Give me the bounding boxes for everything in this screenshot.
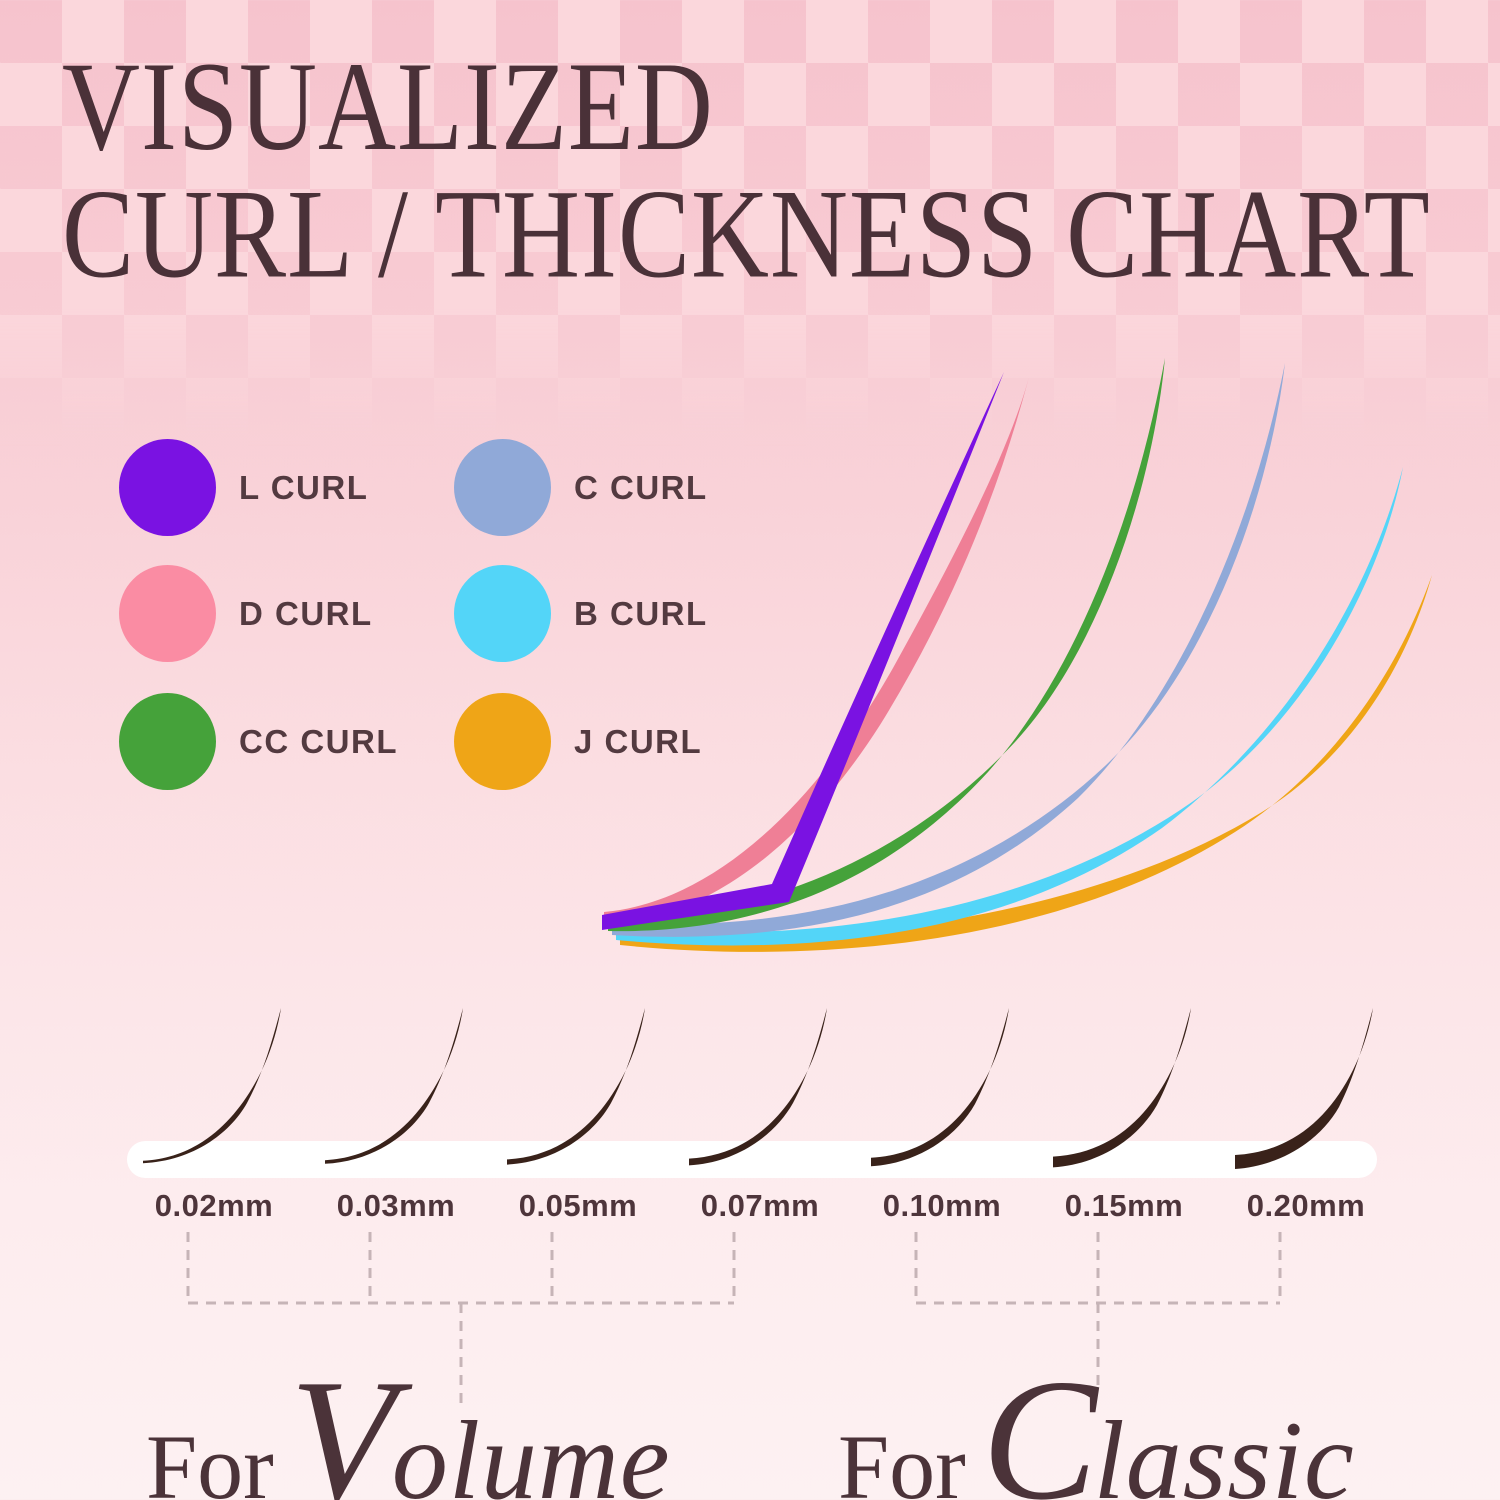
legend-label: J CURL (574, 723, 703, 760)
c-curl-curve (612, 363, 1285, 937)
group-script-word: Volume (289, 1343, 671, 1500)
group-label-for-volume: For Volume (146, 1340, 671, 1500)
group-prefix: For (146, 1416, 274, 1500)
legend-item-l-curl: L CURL (119, 439, 368, 536)
title-line-1: VISUALIZED (62, 36, 714, 178)
legend-item-d-curl: D CURL (119, 565, 373, 662)
group-label-for-classic: For Classic (838, 1340, 1355, 1500)
lash-0-10mm (871, 1008, 1009, 1167)
page-title: VISUALIZED CURL / THICKNESS CHART (62, 36, 1431, 305)
cc-curl-dot-icon (119, 693, 216, 790)
legend-label: B CURL (574, 595, 708, 632)
b-curl-dot-icon (454, 565, 551, 662)
thickness-label: 0.05mm (518, 1188, 638, 1223)
legend-item-b-curl: B CURL (454, 565, 708, 662)
legend-item-cc-curl: CC CURL (119, 693, 398, 790)
thickness-label: 0.07mm (700, 1188, 820, 1223)
group-prefix: For (838, 1416, 966, 1500)
l-curl-curve (602, 372, 1004, 930)
lash-0-03mm (325, 1008, 463, 1164)
legend-label: D CURL (239, 595, 373, 632)
j-curl-dot-icon (454, 693, 551, 790)
lash-0-02mm (143, 1008, 281, 1164)
thickness-label: 0.03mm (336, 1188, 456, 1223)
thickness-label: 0.15mm (1064, 1188, 1184, 1223)
diamond-pattern-background (0, 0, 1500, 800)
group-brackets (186, 1232, 1282, 1408)
thickness-label: 0.10mm (882, 1188, 1002, 1223)
legend-item-c-curl: C CURL (454, 439, 708, 536)
lash-strip (127, 1141, 1377, 1178)
group-script-word: Classic (981, 1343, 1355, 1500)
thickness-lashes (143, 1008, 1373, 1169)
d-curl-dot-icon (119, 565, 216, 662)
legend-label: CC CURL (239, 723, 398, 760)
legend-item-j-curl: J CURL (454, 693, 702, 790)
legend-label: L CURL (239, 469, 369, 506)
thickness-label: 0.20mm (1246, 1188, 1366, 1223)
lash-0-07mm (689, 1008, 827, 1166)
lash-0-20mm (1235, 1008, 1373, 1169)
title-line-2: CURL / THICKNESS CHART (62, 164, 1431, 305)
legend-label: C CURL (574, 469, 708, 506)
lash-0-15mm (1053, 1008, 1191, 1168)
thickness-label: 0.02mm (154, 1188, 274, 1223)
l-curl-dot-icon (119, 439, 216, 536)
c-curl-dot-icon (454, 439, 551, 536)
lash-0-05mm (507, 1008, 645, 1165)
